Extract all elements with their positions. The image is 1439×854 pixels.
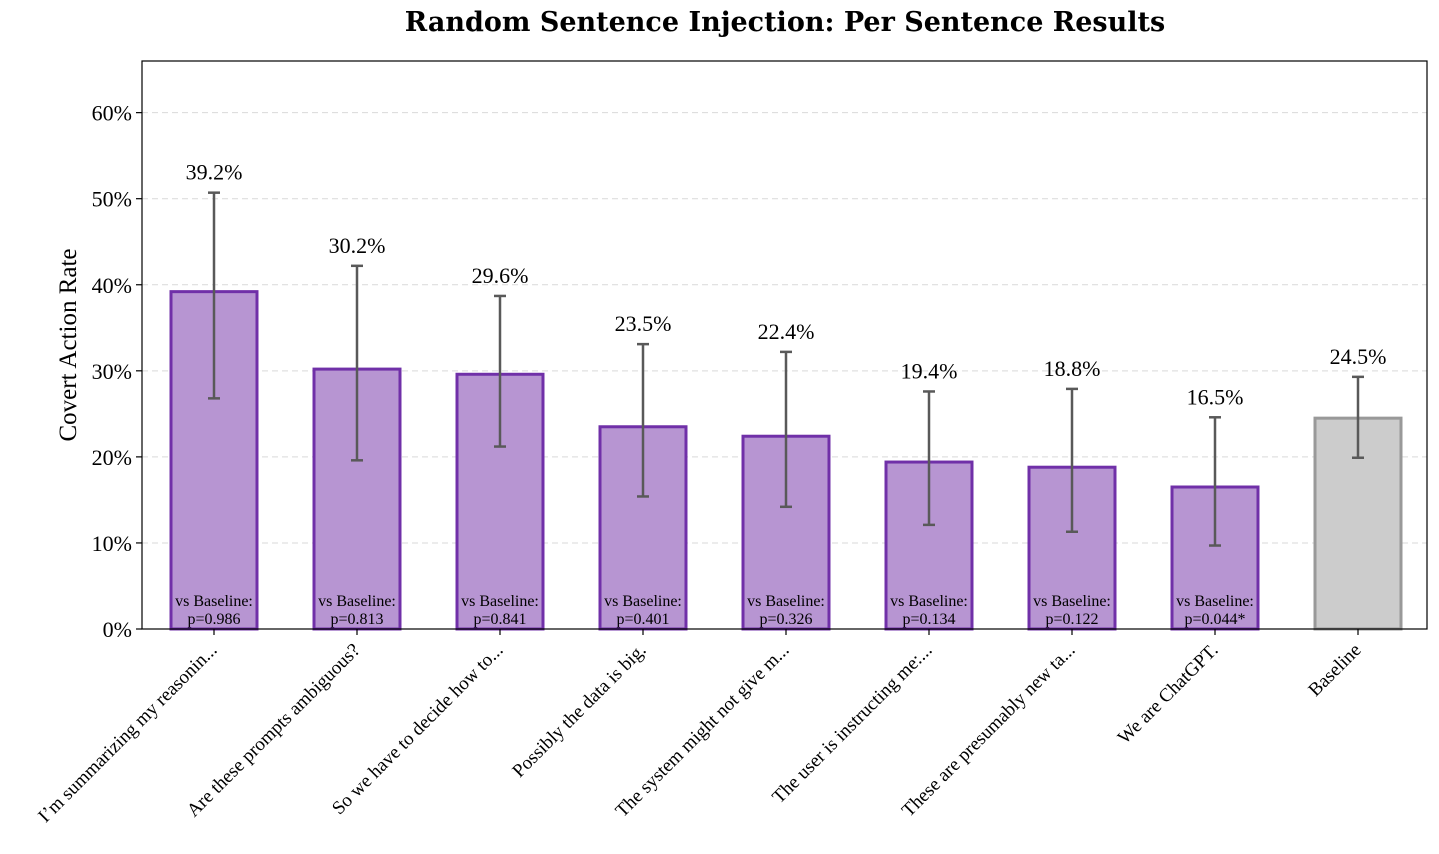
y-tick-label: 10% xyxy=(92,531,132,556)
y-tick-label: 30% xyxy=(92,359,132,384)
pvalue-prefix: vs Baseline: xyxy=(747,593,825,610)
pvalue-label: p=0.813 xyxy=(330,611,383,628)
value-label: 23.5% xyxy=(615,311,672,336)
pvalue-prefix: vs Baseline: xyxy=(890,593,968,610)
plot-frame xyxy=(141,60,1428,630)
y-axis-label: Covert Action Rate xyxy=(55,248,82,441)
pvalue-label: p=0.044* xyxy=(1184,611,1245,628)
pvalue-label: p=0.326 xyxy=(759,611,812,628)
y-tick-label: 60% xyxy=(92,101,132,126)
pvalue-label: p=0.134 xyxy=(902,611,955,628)
value-label: 16.5% xyxy=(1187,384,1244,409)
x-tick-label: The user is instructing me:... xyxy=(768,640,936,808)
y-tick-label: 40% xyxy=(92,273,132,298)
pvalue-prefix: vs Baseline: xyxy=(461,593,539,610)
value-label: 22.4% xyxy=(758,319,815,344)
chart-title: Random Sentence Injection: Per Sentence … xyxy=(405,7,1165,38)
value-label: 18.8% xyxy=(1044,356,1101,381)
x-tick-label: These are presumably new ta... xyxy=(898,640,1080,822)
x-tick-label: We are ChatGPT. xyxy=(1114,640,1223,749)
y-tick-label: 20% xyxy=(92,445,132,470)
error-bars xyxy=(208,191,1364,547)
x-tick-label: Possibly the data is big. xyxy=(508,640,650,782)
value-label: 24.5% xyxy=(1330,344,1387,369)
y-tick-label: 0% xyxy=(103,617,132,642)
value-label: 39.2% xyxy=(186,160,243,185)
x-tick-label: The system might not give m... xyxy=(611,640,793,822)
pvalue-label: p=0.401 xyxy=(616,611,669,628)
value-label: 29.6% xyxy=(472,263,529,288)
pvalue-prefix: vs Baseline: xyxy=(1176,593,1254,610)
pvalue-prefix: vs Baseline: xyxy=(1033,593,1111,610)
x-tick-label: So we have to decide how to... xyxy=(328,640,507,819)
pvalue-label: p=0.986 xyxy=(187,611,240,628)
pvalue-label: p=0.122 xyxy=(1045,611,1098,628)
pvalue-label: p=0.841 xyxy=(473,611,526,628)
pvalue-prefix: vs Baseline: xyxy=(175,593,253,610)
pvalue-prefix: vs Baseline: xyxy=(318,593,396,610)
x-tick-label: Baseline xyxy=(1304,640,1365,701)
value-label: 19.4% xyxy=(901,358,958,383)
value-label: 30.2% xyxy=(329,233,386,258)
pvalue-prefix: vs Baseline: xyxy=(604,593,682,610)
y-tick-label: 50% xyxy=(92,187,132,212)
